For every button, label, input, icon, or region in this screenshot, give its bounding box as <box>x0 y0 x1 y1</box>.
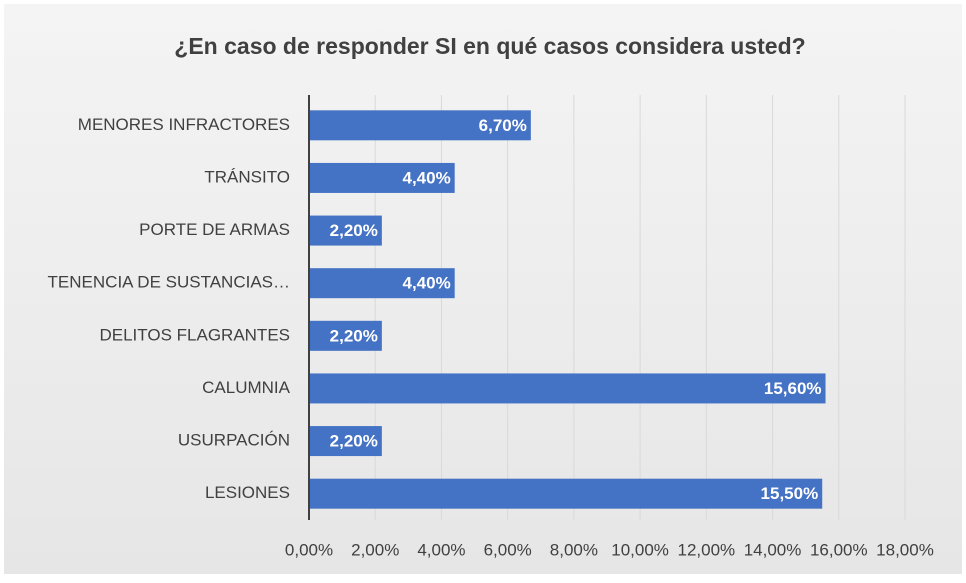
y-tick-label: CALUMNIA <box>202 378 291 397</box>
y-tick-label: LESIONES <box>205 483 290 502</box>
data-label: 2,20% <box>330 432 378 451</box>
bar <box>309 426 382 457</box>
y-tick-label: TENENCIA DE SUSTANCIAS… <box>48 273 290 292</box>
bar <box>309 162 455 193</box>
x-tick-label: 18,00% <box>876 540 934 559</box>
x-tick-label: 8,00% <box>550 540 598 559</box>
data-label: 2,20% <box>330 221 378 240</box>
bar <box>309 478 823 509</box>
x-tick-label: 6,00% <box>484 540 532 559</box>
x-tick-label: 10,00% <box>611 540 669 559</box>
bar <box>309 268 455 299</box>
data-label: 4,40% <box>402 168 450 187</box>
y-tick-label: DELITOS FLAGRANTES <box>99 325 290 344</box>
chart-title: ¿En caso de responder SI en qué casos co… <box>174 33 805 59</box>
bar <box>309 373 826 404</box>
x-tick-label: 0,00% <box>285 540 333 559</box>
data-label: 6,70% <box>479 116 527 135</box>
data-label: 15,50% <box>761 484 819 503</box>
data-label: 15,60% <box>764 379 822 398</box>
y-tick-label: USURPACIÓN <box>178 431 290 450</box>
x-tick-label: 14,00% <box>744 540 802 559</box>
bar <box>309 320 382 351</box>
x-tick-label: 12,00% <box>677 540 735 559</box>
bar <box>309 215 382 246</box>
data-label: 4,40% <box>402 274 450 293</box>
bar <box>309 110 531 141</box>
x-tick-label: 4,00% <box>417 540 465 559</box>
y-tick-label: MENORES INFRACTORES <box>78 115 290 134</box>
y-tick-label: PORTE DE ARMAS <box>139 220 290 239</box>
x-tick-label: 2,00% <box>351 540 399 559</box>
data-label: 2,20% <box>330 326 378 345</box>
x-tick-label: 16,00% <box>810 540 868 559</box>
y-tick-label: TRÁNSITO <box>204 167 290 186</box>
